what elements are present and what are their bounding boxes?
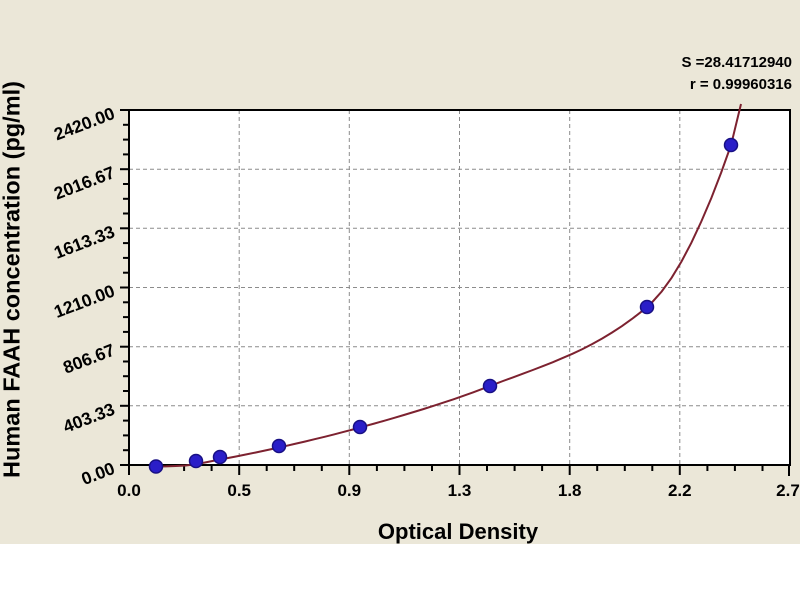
svg-text:Human FAAH concentration (pg/m: Human FAAH concentration (pg/ml) [0, 81, 25, 478]
svg-text:1.8: 1.8 [558, 481, 582, 500]
svg-text:2.2: 2.2 [668, 481, 692, 500]
svg-text:0.0: 0.0 [117, 481, 141, 500]
svg-text:Optical Density: Optical Density [378, 519, 539, 544]
svg-text:0.5: 0.5 [227, 481, 251, 500]
svg-text:1.3: 1.3 [448, 481, 472, 500]
svg-text:0.9: 0.9 [337, 481, 361, 500]
svg-text:S =28.41712940: S =28.41712940 [681, 54, 792, 71]
svg-text:r = 0.99960316: r = 0.99960316 [690, 76, 792, 93]
svg-text:2.7: 2.7 [776, 481, 800, 500]
